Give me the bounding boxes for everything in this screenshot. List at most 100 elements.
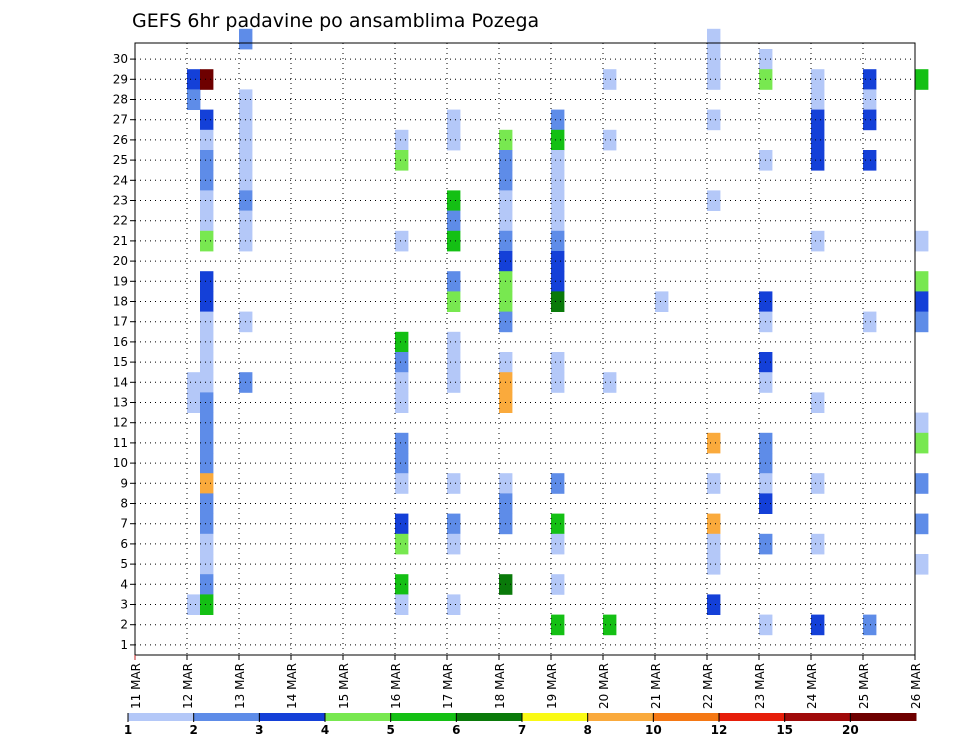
heatmap-cell	[200, 331, 214, 353]
y-tick-label: 7	[120, 517, 128, 531]
heatmap-cell	[447, 372, 461, 393]
heatmap-cell	[551, 129, 565, 151]
y-tick-label: 8	[120, 497, 128, 511]
heatmap-cell	[395, 453, 409, 474]
y-tick-label: 24	[113, 173, 128, 187]
heatmap-cell	[447, 230, 461, 252]
colorbar-label: 8	[583, 723, 591, 737]
heatmap-cell	[200, 513, 214, 535]
heatmap-cell	[551, 150, 565, 171]
heatmap-cell	[603, 614, 617, 636]
heatmap-cell	[603, 69, 617, 90]
colorbar-segment	[325, 713, 392, 721]
colorbar-segment	[193, 713, 260, 721]
heatmap-cell	[239, 28, 253, 50]
x-tick-label: 13 MAR	[233, 663, 247, 709]
heatmap-cell	[915, 291, 929, 312]
heatmap-cell	[603, 129, 617, 151]
colorbar-segment	[784, 713, 851, 721]
x-tick-label: 11 MAR	[129, 663, 143, 709]
heatmap-cell	[915, 473, 929, 494]
y-tick-label: 10	[113, 456, 128, 470]
heatmap-cell	[915, 311, 929, 333]
heatmap-cell	[707, 594, 721, 615]
heatmap-cell	[200, 170, 214, 191]
heatmap-cell	[551, 473, 565, 494]
heatmap-cell	[551, 190, 565, 211]
colorbar-label: 7	[518, 723, 526, 737]
heatmap-cell	[395, 594, 409, 615]
heatmap-cell	[395, 129, 409, 151]
heatmap-cells	[187, 28, 929, 636]
x-axis-ticks: 11 MAR 12 MAR 13 MAR 14 MAR 15 MAR 16 MAR 17 M…	[129, 655, 923, 709]
heatmap-cell	[447, 513, 461, 535]
heatmap-cell	[915, 554, 929, 575]
heatmap-cell	[200, 210, 214, 232]
y-tick-label: 14	[113, 375, 128, 389]
heatmap-cell	[447, 291, 461, 312]
heatmap-cell	[395, 150, 409, 171]
colorbar-segment	[653, 713, 720, 721]
y-tick-label: 1	[120, 638, 128, 652]
colorbar-segment	[719, 713, 786, 721]
heatmap-cell	[200, 352, 214, 373]
colorbar-segment	[522, 713, 589, 721]
heatmap-cell	[707, 432, 721, 454]
colorbar-label: 2	[189, 723, 197, 737]
heatmap-cell	[447, 271, 461, 292]
heatmap-cell	[551, 109, 565, 131]
y-tick-label: 9	[120, 476, 128, 490]
y-tick-label: 6	[120, 537, 128, 551]
heatmap-cell	[707, 473, 721, 494]
y-tick-label: 3	[120, 598, 128, 612]
heatmap-cell	[395, 473, 409, 494]
x-tick-label: 24 MAR	[805, 663, 819, 709]
heatmap-cell	[200, 150, 214, 171]
heatmap-cell	[707, 109, 721, 131]
heatmap-cell	[447, 473, 461, 494]
heatmap-cell	[811, 473, 825, 494]
heatmap-cell	[187, 594, 201, 615]
heatmap-cell	[863, 614, 877, 636]
heatmap-cell	[200, 594, 214, 615]
heatmap-cell	[551, 533, 565, 555]
y-tick-label: 11	[113, 436, 128, 450]
y-tick-label: 30	[113, 52, 128, 66]
heatmap-cell	[200, 69, 214, 90]
heatmap-cell	[707, 190, 721, 211]
heatmap-cell	[187, 89, 201, 110]
heatmap-cell	[863, 69, 877, 90]
heatmap-cell	[395, 392, 409, 413]
colorbar-label: 1	[124, 723, 132, 737]
heatmap-cell	[551, 614, 565, 636]
grid-lines	[135, 43, 915, 655]
y-tick-label: 4	[120, 577, 128, 591]
heatmap-cell	[395, 533, 409, 555]
heatmap-cell	[707, 533, 721, 555]
heatmap-cell	[551, 251, 565, 272]
y-tick-label: 20	[113, 254, 128, 268]
heatmap-cell	[447, 331, 461, 353]
heatmap-cell	[200, 129, 214, 151]
x-tick-label: 12 MAR	[181, 663, 195, 709]
heatmap-cell	[811, 109, 825, 131]
heatmap-cell	[447, 594, 461, 615]
x-tick-label: 22 MAR	[701, 663, 715, 709]
heatmap-cell	[447, 210, 461, 232]
x-tick-label: 25 MAR	[857, 663, 871, 709]
heatmap-cell	[551, 230, 565, 252]
chart-title: GEFS 6hr padavine po ansamblima Pozega	[132, 10, 539, 32]
heatmap-cell	[200, 453, 214, 474]
heatmap-cell	[200, 109, 214, 131]
heatmap-cell	[863, 150, 877, 171]
heatmap-cell	[551, 271, 565, 292]
heatmap-cell	[811, 392, 825, 413]
heatmap-cell	[551, 170, 565, 191]
colorbar-legend: 1 2 3 4 5 6 7 8 10 12 15 20	[124, 713, 917, 737]
heatmap-cell	[447, 352, 461, 373]
heatmap-cell	[811, 230, 825, 252]
colorbar-label: 6	[452, 723, 460, 737]
y-tick-label: 25	[113, 153, 128, 167]
heatmap-cell	[447, 533, 461, 555]
colorbar-segment	[128, 713, 195, 721]
